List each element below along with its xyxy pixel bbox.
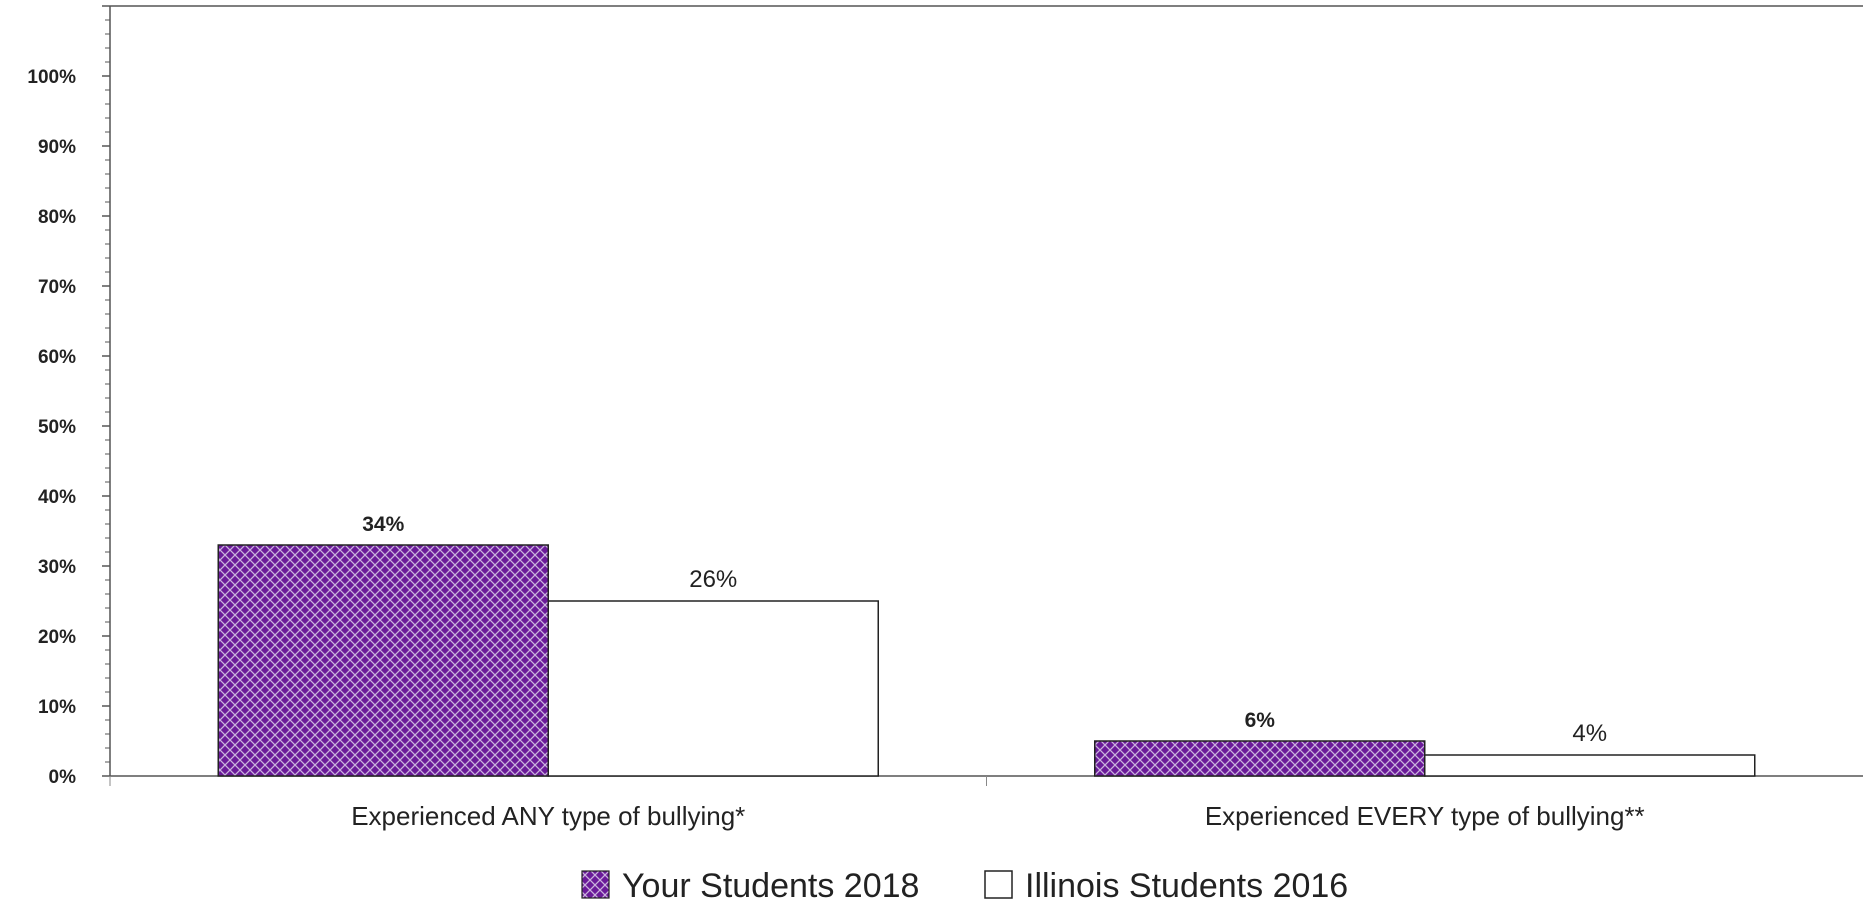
y-axis-ticks: 0% 10% 20% 30% 40% 50% 60% 70% 80% 90% 100% [27,5,110,788]
y-tick-label: 20% [38,627,76,648]
y-tick-label: 30% [38,557,76,578]
data-label-series-1-cat-0: 26% [689,566,737,593]
y-tick-label: 70% [38,277,76,298]
y-tick-label: 80% [38,207,76,228]
y-tick-label: 60% [38,347,76,368]
legend-label-illinois-students-2016: Illinois Students 2016 [1025,867,1348,902]
x-category-label: Experienced ANY type of bullying* [351,801,745,831]
y-tick-label: 90% [38,137,76,158]
legend-swatch-illinois-students-2016 [984,870,1013,899]
y-tick-label: 10% [38,697,76,718]
bar-series-1-cat-1 [1424,754,1756,777]
bars [217,544,1756,777]
data-label-series-1-cat-1: 4% [1572,720,1607,747]
bar-series-0-cat-0 [217,544,549,777]
y-tick-label: 40% [38,487,76,508]
data-label-series-0-cat-0: 34% [362,513,404,536]
legend-swatch-your-students-2018 [581,870,610,899]
y-tick-label: 0% [49,767,77,788]
bar-series-0-cat-1 [1094,740,1426,777]
data-labels: 34% 26% 6% 4% [362,513,1607,747]
legend-label-your-students-2018: Your Students 2018 [622,867,919,902]
y-tick-label: 50% [38,417,76,438]
legend: Your Students 2018 Illinois Students 201… [581,867,1348,902]
bar-series-1-cat-0 [547,600,879,777]
x-axis-categories: Experienced ANY type of bullying* Experie… [109,776,1645,831]
data-label-series-0-cat-1: 6% [1245,709,1276,732]
x-category-label: Experienced EVERY type of bullying** [1205,801,1645,831]
y-tick-label: 100% [27,67,76,88]
